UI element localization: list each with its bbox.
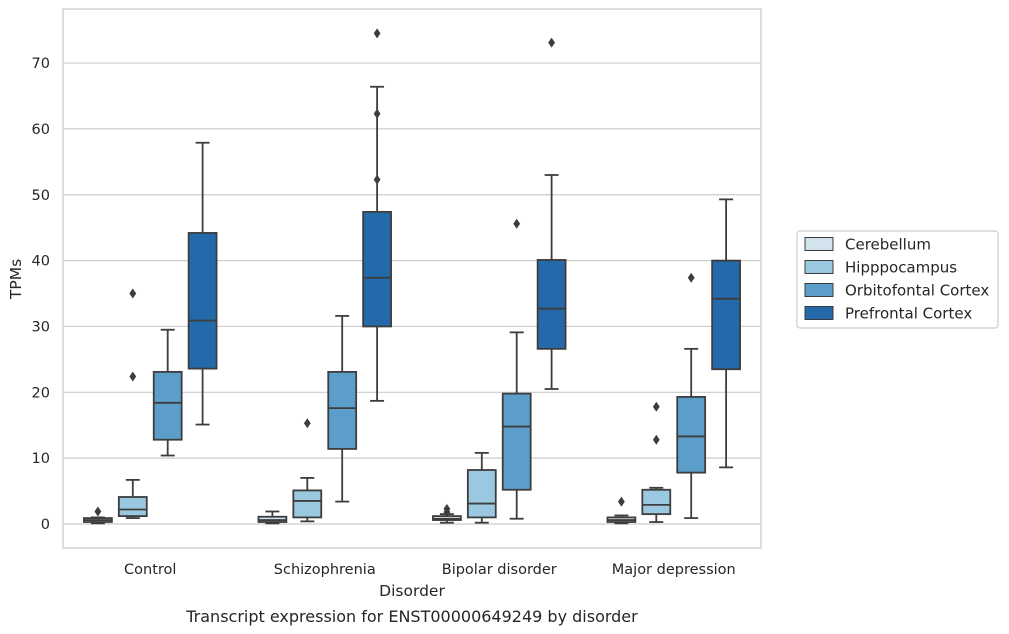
legend-label: Cerebellum — [845, 236, 931, 254]
outlier-point — [443, 503, 451, 514]
legend-swatch — [804, 260, 834, 274]
box-iqr — [711, 259, 741, 371]
box-group — [292, 418, 323, 523]
outlier-point — [618, 496, 625, 507]
outlier-point — [548, 37, 555, 48]
outlier-point — [513, 218, 521, 229]
y-tick-label: 20 — [32, 385, 50, 401]
outlier-point — [129, 371, 137, 382]
x-tick-labels: Control Schizophrenia Bipolar disorder Majo… — [124, 562, 736, 578]
box-iqr — [362, 210, 392, 328]
legend-label: Hipppocampus — [845, 259, 957, 277]
box-iqr — [466, 469, 497, 519]
legend-label: Orbitofontal Cortex — [845, 282, 989, 300]
box-group — [536, 37, 567, 390]
y-tick-labels: 0 10 20 30 40 50 60 70 — [32, 56, 50, 533]
box-group — [152, 328, 183, 457]
legend-swatch — [804, 306, 834, 320]
box-group — [257, 510, 288, 525]
x-tick-label: Control — [124, 562, 176, 578]
legend-label: Prefrontal Cortex — [845, 305, 972, 323]
x-tick-label: Schizophrenia — [274, 562, 376, 578]
box-group — [117, 288, 148, 519]
outlier-point — [373, 28, 381, 39]
outlier-point — [652, 434, 660, 445]
box-iqr — [117, 496, 148, 517]
y-tick-label: 10 — [32, 451, 50, 467]
y-tick-label: 0 — [41, 517, 50, 533]
boxes — [83, 28, 741, 525]
legend-swatch — [804, 283, 834, 297]
outlier-point — [373, 108, 381, 119]
outlier-point — [303, 418, 311, 429]
y-tick-label: 70 — [32, 56, 50, 72]
box-group — [676, 272, 707, 519]
box-iqr — [641, 488, 672, 516]
y-tick-label: 30 — [32, 319, 50, 335]
box-group — [501, 218, 532, 520]
legend-frame — [796, 230, 999, 329]
box-group — [641, 401, 672, 523]
box-group — [83, 506, 113, 525]
plot-area-frame — [62, 8, 762, 549]
y-axis-title: TPMs — [7, 259, 25, 300]
box-group — [711, 198, 741, 469]
box-group — [187, 141, 218, 426]
box-group — [606, 496, 637, 525]
x-axis-title: Disorder — [379, 582, 445, 600]
box-iqr — [676, 396, 707, 474]
y-tick-label: 40 — [32, 254, 50, 270]
box-iqr — [152, 370, 183, 441]
box-group — [466, 451, 497, 524]
box-iqr — [536, 259, 567, 350]
chart-caption: Transcript expression for ENST0000064924… — [185, 607, 638, 626]
legend: Cerebellum Hipppocampus Orbitofontal Corte… — [796, 230, 999, 329]
box-group — [327, 315, 358, 503]
outlier-point — [94, 506, 102, 517]
y-tick-label: 50 — [32, 188, 50, 204]
x-tick-label: Major depression — [612, 562, 736, 578]
box-group — [432, 503, 462, 524]
box-iqr — [187, 232, 218, 370]
outlier-point — [129, 288, 137, 299]
box-iqr — [292, 489, 323, 519]
y-tick-label: 60 — [32, 122, 50, 138]
x-tick-label: Bipolar disorder — [442, 562, 557, 578]
outlier-point — [652, 401, 660, 412]
box-group — [362, 28, 392, 402]
legend-swatch — [804, 237, 834, 251]
outlier-point — [687, 272, 695, 283]
box-iqr — [501, 392, 532, 491]
box-iqr — [327, 370, 358, 450]
outlier-point — [373, 174, 381, 185]
